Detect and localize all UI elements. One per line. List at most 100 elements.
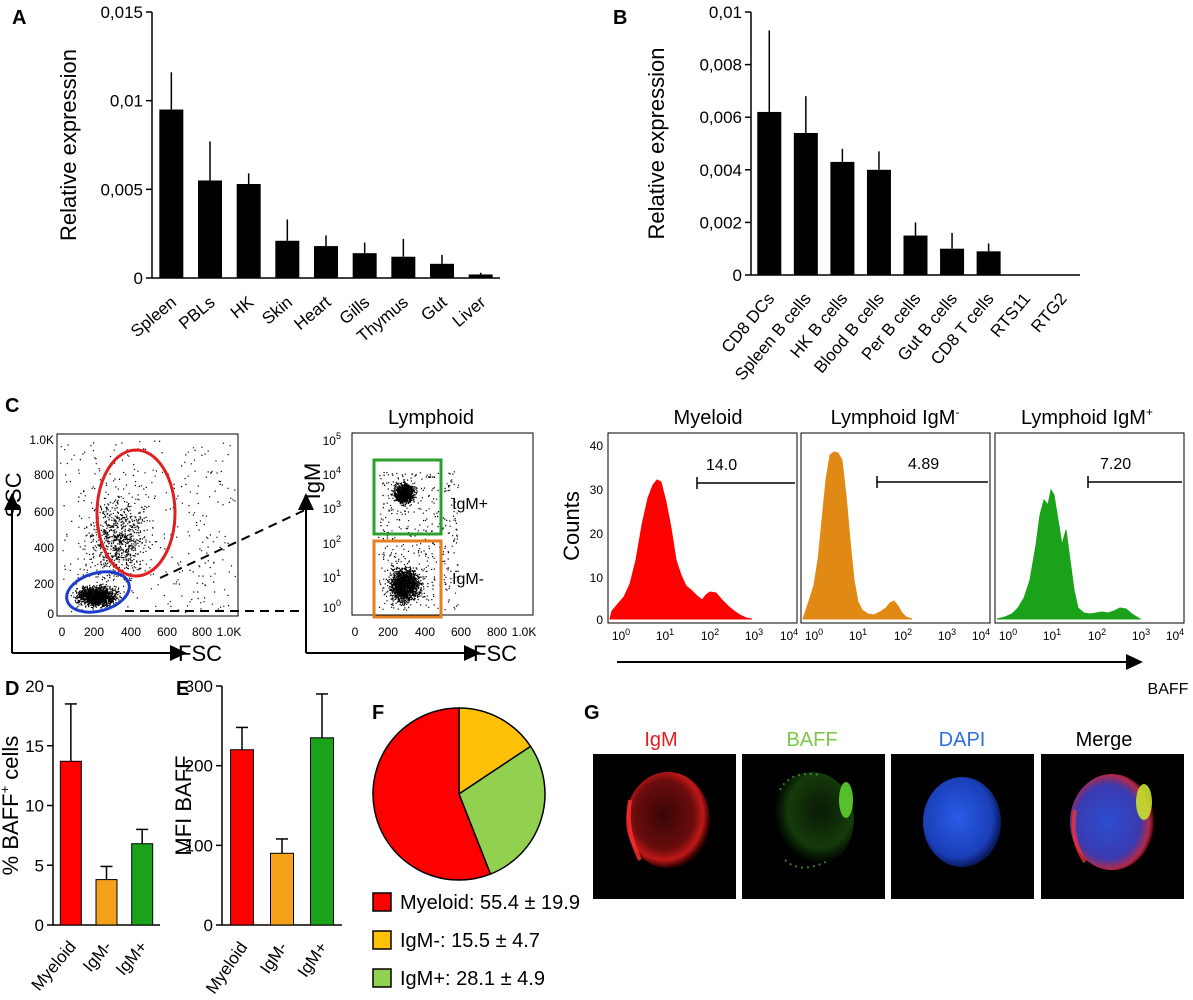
legend-label: IgM+: 28.1 ± 4.9 — [400, 968, 545, 990]
svg-text:102: 102 — [1088, 627, 1106, 643]
lymphoid-xtick: 0 — [352, 625, 359, 639]
y-tick-label: 0,002 — [699, 213, 742, 232]
svg-text:100: 100 — [323, 598, 341, 615]
igm-positive-gate — [372, 458, 443, 536]
y-tick-label: 15 — [25, 737, 44, 756]
cell-baff — [770, 772, 854, 868]
y-tick-label: 0,004 — [699, 161, 742, 180]
bar — [468, 274, 493, 278]
scatter-x-ticks: 0 200 400 600 800 1.0K — [59, 625, 242, 639]
panel-label-a: A — [12, 7, 26, 29]
chart-f-pie: Myeloid: 55.4 ± 19.9 IgM-: 15.5 ± 4.7 IgM+… — [372, 707, 580, 990]
histogram-myeloid: 14.0 100 101 102 103 104 — [607, 432, 798, 643]
y-axis-label: MFI BAFF — [171, 755, 196, 855]
svg-text:103: 103 — [938, 627, 956, 643]
svg-text:101: 101 — [1043, 627, 1061, 643]
lymphoid-ylabel: IgM — [300, 463, 325, 500]
y-tick-label: 0,015 — [100, 3, 143, 22]
svg-text:10: 10 — [590, 571, 604, 585]
gate-value: 7.20 — [1100, 456, 1131, 473]
category-label: IgM- — [79, 937, 115, 975]
histogram-fill — [609, 479, 753, 620]
y-tick-label: 0 — [35, 916, 44, 935]
bar — [198, 180, 222, 278]
scatter-ytick: 1.0K — [29, 433, 54, 447]
y-axis-label: Relative expression — [56, 49, 81, 241]
lymphoid-y-ticks: 100 101 102 103 104 105 — [323, 431, 341, 615]
bar — [310, 737, 334, 926]
y-tick-label: 5 — [35, 856, 44, 875]
panel-label-d: D — [5, 678, 19, 700]
panel-label-g: G — [584, 702, 600, 724]
svg-text:103: 103 — [323, 499, 341, 516]
cell-dapi — [923, 777, 1001, 867]
scatter-xtick: 1.0K — [217, 625, 242, 639]
scatter-ytick: 800 — [34, 468, 54, 482]
svg-text:102: 102 — [894, 627, 912, 643]
scatter-ylabel: SSC — [1, 472, 26, 517]
bar — [757, 111, 782, 275]
bar — [940, 248, 965, 275]
lymphoid-xtick: 800 — [487, 625, 507, 639]
pie-slice — [458, 745, 546, 876]
histogram-x-ticks: 100 101 102 103 104 — [805, 627, 990, 643]
y-tick-label: 0,01 — [709, 3, 742, 22]
igm-axis-arrow-icon — [298, 493, 314, 510]
histogram-ylabel: Counts — [559, 491, 584, 561]
y-axis-label: Relative expression — [644, 48, 669, 240]
legend-swatch — [372, 930, 392, 950]
gate-value: 4.89 — [908, 456, 939, 473]
micro-label-igm: IgM — [644, 729, 677, 751]
scatter-events — [60, 440, 236, 613]
lymphoid-title: Lymphoid — [388, 407, 474, 429]
bar — [131, 843, 154, 926]
scatter-ytick: 400 — [34, 541, 54, 555]
y-tick-label: 100 — [185, 836, 213, 855]
y-tick-label: 0,005 — [100, 180, 143, 199]
bar — [270, 852, 294, 926]
event-dots — [60, 440, 236, 613]
igm-negative-gate — [372, 539, 443, 619]
panel-label-f: F — [372, 702, 384, 724]
micro-label-merge: Merge — [1076, 729, 1133, 751]
category-label: IgM+ — [112, 937, 151, 979]
legend-label: IgM-: 15.5 ± 4.7 — [400, 930, 540, 952]
scatter-ytick: 600 — [34, 505, 54, 519]
svg-text:102: 102 — [701, 627, 719, 643]
histogram-title-myeloid: Myeloid — [674, 407, 743, 429]
histogram-xlabel: BAFF — [1148, 681, 1189, 698]
scatter-xtick: 0 — [59, 625, 66, 639]
scatter-xtick: 200 — [84, 625, 104, 639]
scatter-xtick: 600 — [157, 625, 177, 639]
panel-label-b: B — [613, 7, 627, 29]
fsc-axis-arrow-icon — [464, 645, 481, 661]
histogram-lymphoid-igm-pos: 7.20 100 101 102 103 104 — [994, 432, 1185, 643]
y-tick-label: 0,01 — [110, 92, 143, 111]
y-tick-label: 0,006 — [699, 108, 742, 127]
category-label: IgM+ — [294, 938, 332, 980]
bar — [830, 161, 855, 275]
bar — [275, 240, 300, 278]
y-tick-label: 200 — [185, 757, 213, 776]
category-label: PBLs — [175, 293, 218, 334]
flow-scatter-plot: SSC FSC 0 200 400 600 800 1.0K 0 200 400… — [1, 433, 306, 666]
micro-label-dapi: DAPI — [939, 729, 986, 751]
lymphoid-xtick: 600 — [451, 625, 471, 639]
flow-baff-histograms: Myeloid Lymphoid IgM- Lymphoid IgM+ Coun… — [559, 405, 1189, 698]
histogram-fill — [802, 451, 913, 620]
bar — [59, 760, 82, 926]
svg-text:101: 101 — [656, 627, 674, 643]
gate-label-igm-pos: IgM+ — [452, 496, 488, 513]
histogram-y-ticks: 0 10 20 30 40 — [590, 439, 604, 627]
svg-text:100: 100 — [805, 627, 823, 643]
bar — [95, 879, 118, 926]
lymphoid-xlabel: FSC — [473, 641, 517, 666]
scatter-xtick: 800 — [192, 625, 212, 639]
category-label: IgM- — [256, 938, 291, 977]
histogram-x-ticks: 100 101 102 103 104 — [999, 627, 1184, 643]
bar — [352, 253, 377, 278]
svg-text:104: 104 — [323, 465, 341, 482]
gate-label-igm-neg: IgM- — [452, 571, 484, 588]
